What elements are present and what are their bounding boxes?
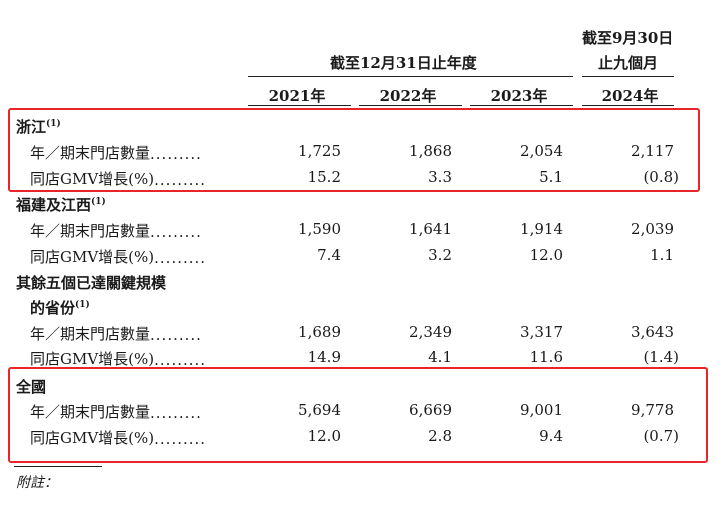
row-label-store-count: 年／期末門店數量......... xyxy=(30,220,228,241)
value-zhejiang-gmv-2022: 3.3 xyxy=(428,168,452,186)
year-header-2024: 2024年 xyxy=(601,87,659,105)
period-header-full-year: 截至12月31日止年度 xyxy=(330,54,477,72)
value-fujian-gmv-2022: 3.2 xyxy=(428,246,452,264)
value-fujian-gmv-2024: 1.1 xyxy=(650,246,674,264)
row-label-store-count: 年／期末門店數量......... xyxy=(30,323,228,344)
highlight-box-national xyxy=(8,367,708,463)
value-zhejiang-gmv-2023: 5.1 xyxy=(539,168,563,186)
region-name: 浙江 xyxy=(16,118,47,136)
value-fujian-stores-2022: 1,641 xyxy=(409,220,452,238)
year-rule-2024 xyxy=(582,105,674,106)
year-header-2021: 2021年 xyxy=(268,87,326,105)
header-rule-full-year xyxy=(248,76,573,77)
region-name: 福建及江西 xyxy=(16,196,92,214)
region-zhejiang: 浙江(1) xyxy=(16,116,61,137)
leader-dots: ......... xyxy=(154,249,207,267)
year-rule-2022 xyxy=(359,105,462,106)
year-rule-2021 xyxy=(248,105,351,106)
region-national: 全國 xyxy=(16,378,47,396)
value-other-stores-2022: 2,349 xyxy=(409,323,452,341)
value-zhejiang-stores-2024: 2,117 xyxy=(631,142,674,160)
region-fujian-jiangxi: 福建及江西(1) xyxy=(16,194,106,215)
header-rule-nine-months xyxy=(582,76,674,77)
leader-dots: ......... xyxy=(150,404,202,422)
value-fujian-gmv-2021: 7.4 xyxy=(317,246,341,264)
value-national-stores-2021: 5,694 xyxy=(298,401,341,419)
footnote-mark: (1) xyxy=(75,300,90,310)
row-label-same-store-gmv: 同店GMV增長(%)......... xyxy=(30,168,232,189)
footnote-mark: (1) xyxy=(46,119,61,129)
leader-dots: ......... xyxy=(154,171,207,189)
leader-dots: ......... xyxy=(150,326,202,344)
value-fujian-gmv-2023: 12.0 xyxy=(529,246,563,264)
row-label-same-store-gmv: 同店GMV增長(%)......... xyxy=(30,348,232,369)
row-label-store-count: 年／期末門店數量......... xyxy=(30,142,228,163)
value-other-gmv-2021: 14.9 xyxy=(307,348,341,366)
year-header-2022: 2022年 xyxy=(379,87,437,105)
value-national-stores-2022: 6,669 xyxy=(409,401,452,419)
year-rule-2023 xyxy=(470,105,573,106)
value-other-gmv-2024: (1.4) xyxy=(643,348,679,366)
value-zhejiang-stores-2021: 1,725 xyxy=(298,142,341,160)
value-other-stores-2023: 3,317 xyxy=(520,323,563,341)
row-label-store-count: 年／期末門店數量......... xyxy=(30,401,228,422)
value-other-gmv-2023: 11.6 xyxy=(529,348,563,366)
value-national-gmv-2022: 2.8 xyxy=(428,427,452,445)
leader-dots: ......... xyxy=(154,430,207,448)
region-other-five-provinces-line1: 其餘五個已達關鍵規模 xyxy=(16,274,167,292)
footnote-mark: (1) xyxy=(91,197,106,207)
highlight-box-zhejiang xyxy=(8,108,700,192)
value-zhejiang-stores-2023: 2,054 xyxy=(520,142,563,160)
region-other-five-provinces-line2: 的省份(1) xyxy=(30,299,90,317)
footnote-label: 附註： xyxy=(16,475,58,491)
value-national-gmv-2021: 12.0 xyxy=(307,427,341,445)
row-label-same-store-gmv: 同店GMV增長(%)......... xyxy=(30,427,232,448)
period-header-nine-months-line1: 截至9月30日 xyxy=(582,29,674,47)
value-fujian-stores-2024: 2,039 xyxy=(631,220,674,238)
value-national-gmv-2024: (0.7) xyxy=(643,427,679,445)
value-fujian-stores-2021: 1,590 xyxy=(298,220,341,238)
leader-dots: ......... xyxy=(154,351,207,369)
value-zhejiang-stores-2022: 1,868 xyxy=(409,142,452,160)
value-national-stores-2023: 9,001 xyxy=(520,401,563,419)
value-national-stores-2024: 9,778 xyxy=(631,401,674,419)
value-other-stores-2021: 1,689 xyxy=(298,323,341,341)
value-zhejiang-gmv-2024: (0.8) xyxy=(643,168,679,186)
period-header-nine-months-line2: 止九個月 xyxy=(598,54,659,72)
value-national-gmv-2023: 9.4 xyxy=(539,427,563,445)
year-header-2023: 2023年 xyxy=(490,87,548,105)
value-other-gmv-2022: 4.1 xyxy=(428,348,452,366)
value-other-stores-2024: 3,643 xyxy=(631,323,674,341)
value-zhejiang-gmv-2021: 15.2 xyxy=(307,168,341,186)
value-fujian-stores-2023: 1,914 xyxy=(520,220,563,238)
leader-dots: ......... xyxy=(150,145,202,163)
leader-dots: ......... xyxy=(150,223,202,241)
footnote-rule xyxy=(14,466,102,467)
row-label-same-store-gmv: 同店GMV增長(%)......... xyxy=(30,246,232,267)
